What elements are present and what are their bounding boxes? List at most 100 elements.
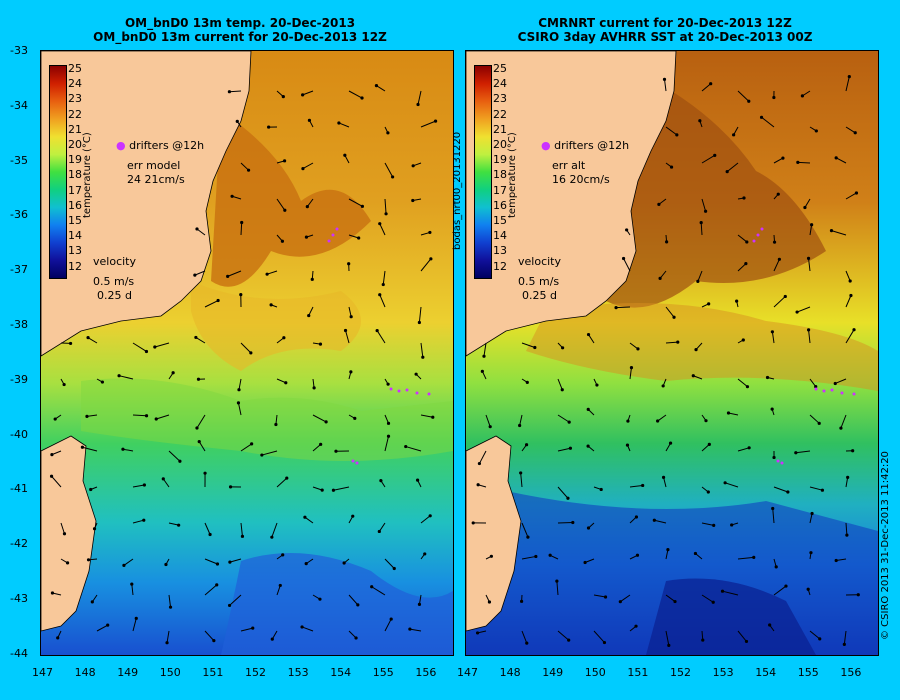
right-drifters-label: ● drifters @12h <box>541 139 630 152</box>
velocity-arrow <box>384 162 394 178</box>
velocity-arrow-head <box>774 565 778 569</box>
velocity-arrow <box>629 367 632 380</box>
velocity-arrow <box>132 484 145 488</box>
right-colorbar <box>474 65 492 279</box>
velocity-arrow <box>657 414 667 422</box>
velocity-arrow <box>166 630 170 643</box>
velocity-arrow-head <box>53 417 57 421</box>
velocity-arrow-head <box>795 310 799 314</box>
velocity-arrow-head <box>165 641 169 645</box>
velocity-arrow <box>557 447 571 452</box>
velocity-arrow <box>629 484 643 488</box>
velocity-arrow-head <box>842 642 846 646</box>
velocity-arrow-head <box>709 82 713 86</box>
velocity-arrow-head <box>310 277 314 281</box>
left-title-line1: OM_bnD0 13m temp. 20-Dec-2013 <box>124 16 356 30</box>
velocity-arrow-head <box>747 446 751 450</box>
velocity-arrow <box>348 306 352 317</box>
colorbar-tick-label: 19 <box>68 153 82 167</box>
velocity-arrow <box>348 198 363 207</box>
velocity-arrow <box>478 450 487 464</box>
velocity-arrow <box>724 482 739 488</box>
velocity-arrow-head <box>555 579 559 583</box>
velocity-arrow-head <box>603 595 608 599</box>
velocity-arrow <box>845 270 851 282</box>
right-velocity-arrows <box>471 75 860 647</box>
velocity-arrow-head <box>270 535 274 539</box>
velocity-arrow <box>836 558 847 561</box>
velocity-arrow <box>195 336 206 344</box>
velocity-arrow-head <box>386 382 390 386</box>
velocity-arrow-head <box>215 562 220 566</box>
velocity-arrow-head <box>228 560 232 564</box>
left-velocity-arrows <box>49 84 438 645</box>
velocity-arrow-head <box>122 563 126 568</box>
velocity-arrow <box>809 486 823 491</box>
velocity-arrow <box>312 414 327 423</box>
left-map-panel: ● drifters @12h err model 24 21cm/s velo… <box>40 50 454 656</box>
velocity-arrow-head <box>142 518 146 522</box>
velocity-arrow-head <box>524 443 529 447</box>
velocity-arrow <box>276 198 286 211</box>
velocity-arrow <box>620 594 631 603</box>
velocity-arrow <box>132 618 137 632</box>
colorbar-tick-label: 23 <box>68 92 82 106</box>
velocity-arrow <box>588 334 595 344</box>
velocity-arrow <box>835 378 847 384</box>
velocity-arrow-head <box>803 205 807 210</box>
velocity-arrow-head <box>712 523 716 528</box>
velocity-arrow <box>240 342 252 354</box>
velocity-arrow-head <box>614 305 618 310</box>
velocity-arrow-head <box>667 643 671 647</box>
velocity-arrow-head <box>334 449 338 453</box>
velocity-arrow <box>409 628 422 632</box>
velocity-arrow-head <box>227 90 232 94</box>
velocity-arrow-head <box>343 328 348 333</box>
velocity-arrow-head <box>144 349 149 354</box>
colorbar-tick-label: 18 <box>493 168 507 182</box>
colorbar-tick-label: 15 <box>493 214 507 227</box>
velocity-arrow <box>701 198 707 212</box>
velocity-arrow <box>196 414 206 429</box>
velocity-arrow-head <box>533 345 537 350</box>
velocity-arrow-head <box>856 593 860 597</box>
velocity-arrow-head <box>193 273 197 277</box>
lat-tick-label: -42 <box>10 537 28 551</box>
velocity-arrow <box>665 594 676 602</box>
velocity-arrow <box>384 558 395 569</box>
velocity-arrow-head <box>846 475 850 479</box>
velocity-arrow-head <box>707 442 711 446</box>
velocity-arrow-head <box>818 637 822 641</box>
colorbar-tick-label: 14 <box>493 229 507 243</box>
lon-tick-label: 153 <box>287 666 309 679</box>
velocity-arrow-head <box>636 347 640 351</box>
colorbar-tick-label: 25 <box>493 62 507 75</box>
velocity-arrow-head <box>806 587 810 591</box>
velocity-arrow-head <box>480 369 484 373</box>
velocity-arrow <box>204 558 218 565</box>
velocity-arrow-head <box>301 93 305 97</box>
velocity-arrow <box>376 330 386 344</box>
velocity-arrow-head <box>392 566 396 571</box>
velocity-arrow-head <box>305 205 309 209</box>
velocity-arrow <box>557 486 569 499</box>
velocity-arrow <box>420 515 431 524</box>
colorbar-tick-label: 19 <box>493 153 507 167</box>
right-drifters <box>752 227 856 465</box>
colorbar-tick-label: 18 <box>68 168 82 182</box>
velocity-arrow <box>845 522 848 536</box>
velocity-arrow-head <box>282 159 287 163</box>
velocity-arrow-head <box>408 627 412 631</box>
velocity-arrow <box>665 341 678 344</box>
velocity-arrow <box>808 329 811 344</box>
colorbar-tick-label: 16 <box>68 198 82 212</box>
velocity-arrow-head <box>343 153 347 157</box>
velocity-arrow-head <box>477 461 482 466</box>
velocity-arrow-head <box>92 527 97 531</box>
velocity-arrow <box>348 90 363 99</box>
velocity-arrow <box>238 378 242 390</box>
velocity-arrow <box>417 90 422 105</box>
velocity-arrow-head <box>777 257 781 261</box>
velocity-arrow-head <box>666 548 670 552</box>
velocity-arrow-head <box>673 599 677 604</box>
